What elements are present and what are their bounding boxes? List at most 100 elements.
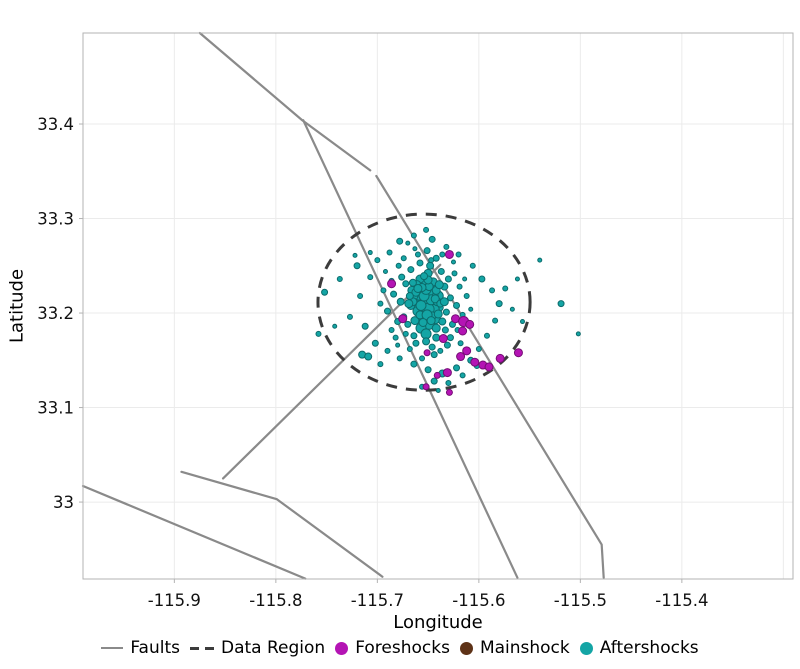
- aftershocks-point: [423, 226, 430, 233]
- foreshocks-points: [387, 249, 523, 396]
- aftershocks-point: [410, 316, 420, 326]
- aftershocks-point: [396, 297, 405, 306]
- y-tick-label: 33: [53, 493, 74, 512]
- aftershocks-point: [437, 347, 444, 354]
- aftershocks-point: [420, 272, 429, 281]
- foreshocks-point: [456, 352, 466, 362]
- aftershocks-point: [463, 293, 470, 300]
- aftershocks-point: [457, 340, 464, 347]
- aftershocks-point: [495, 300, 503, 308]
- aftershocks-point: [384, 347, 391, 354]
- aftershocks-point: [478, 275, 486, 283]
- aftershocks-point: [433, 309, 443, 319]
- aftershocks-point: [514, 276, 520, 282]
- aftershocks-point: [353, 262, 361, 270]
- aftershocks-point: [492, 317, 499, 324]
- aftershocks-point: [382, 268, 388, 274]
- legend-item-data-region: Data Region: [190, 638, 325, 658]
- scatter-plot-canvas: -115.9 -115.8 -115.7 -115.6 -115.5 -115.4 33 33…: [37, 31, 794, 610]
- aftershocks-point: [377, 361, 384, 368]
- aftershocks-point: [468, 306, 474, 312]
- aftershocks-point: [416, 259, 424, 267]
- aftershocks-point: [444, 275, 452, 283]
- aftershocks-point: [469, 262, 476, 269]
- aftershocks-point: [434, 280, 444, 290]
- aftershocks-point: [357, 293, 364, 300]
- legend-swatch-2: [335, 641, 349, 655]
- aftershocks-point: [420, 328, 432, 340]
- aftershocks-point: [371, 339, 379, 347]
- aftershocks-point: [437, 267, 445, 275]
- aftershocks-point: [321, 288, 329, 296]
- aftershocks-point: [380, 287, 387, 294]
- x-tick-label: -115.8: [249, 591, 302, 610]
- aftershocks-point: [424, 366, 432, 374]
- aftershocks-point: [575, 331, 581, 337]
- aftershocks-point: [502, 285, 509, 292]
- aftershocks-point: [405, 292, 414, 301]
- aftershocks-point: [459, 372, 466, 379]
- foreshocks-point: [444, 249, 454, 259]
- foreshocks-point: [513, 348, 523, 358]
- aftershocks-point: [450, 259, 456, 265]
- aftershocks-point: [390, 290, 398, 298]
- foreshocks-point: [442, 368, 452, 378]
- aftershocks-point: [435, 388, 441, 394]
- foreshocks-point: [465, 319, 475, 329]
- foreshocks-point: [458, 326, 468, 336]
- aftershocks-point: [410, 332, 418, 340]
- aftershocks-point: [432, 333, 441, 342]
- foreshocks-point: [438, 334, 448, 344]
- foreshocks-point: [462, 346, 472, 356]
- aftershocks-point: [428, 257, 435, 264]
- aftershocks-point: [423, 247, 431, 255]
- aftershocks-point: [426, 261, 435, 270]
- aftershocks-point: [430, 377, 438, 385]
- aftershocks-point: [412, 339, 420, 347]
- aftershocks-point: [537, 257, 543, 263]
- aftershocks-point: [406, 345, 413, 352]
- aftershocks-point: [402, 330, 409, 337]
- x-tick-label: -115.9: [148, 591, 201, 610]
- aftershocks-point: [315, 330, 322, 337]
- aftershocks-point: [489, 287, 496, 294]
- aftershocks-point: [388, 327, 395, 334]
- aftershocks-point: [367, 250, 373, 256]
- foreshocks-point: [445, 388, 453, 396]
- aftershocks-point: [410, 232, 417, 239]
- legend-label-aftershocks: Aftershocks: [599, 638, 699, 658]
- foreshocks-point: [398, 314, 408, 324]
- aftershocks-point: [428, 343, 436, 351]
- aftershocks-point: [428, 235, 436, 243]
- aftershocks-point: [451, 270, 458, 277]
- legend-swatch-0: [101, 646, 124, 650]
- aftershocks-point: [396, 355, 403, 362]
- aftershocks-point: [332, 323, 338, 329]
- legend-item-aftershocks: Aftershocks: [579, 638, 699, 658]
- plot-border: [82, 32, 794, 580]
- aftershocks-point: [384, 307, 392, 315]
- aftershocks-point: [475, 345, 482, 352]
- legend-label-foreshocks: Foreshocks: [355, 638, 450, 658]
- legend-item-foreshocks: Foreshocks: [335, 638, 450, 658]
- legend: Faults Data Region Foreshocks Mainshock …: [0, 638, 800, 658]
- aftershocks-point: [398, 273, 406, 281]
- aftershocks-point: [407, 266, 415, 274]
- aftershocks-point: [557, 300, 565, 308]
- foreshocks-point: [422, 383, 430, 391]
- aftershocks-point: [519, 319, 525, 325]
- aftershocks-point: [453, 301, 461, 309]
- aftershocks-point: [352, 252, 358, 258]
- foreshocks-point: [484, 362, 494, 372]
- foreshocks-point: [423, 349, 431, 357]
- y-tick-label: 33.2: [37, 304, 74, 323]
- aftershocks-point: [404, 320, 412, 328]
- aftershocks-point: [377, 300, 384, 307]
- aftershocks-point: [446, 334, 454, 342]
- aftershocks-point: [439, 297, 449, 307]
- aftershocks-point: [483, 332, 490, 339]
- y-axis-title: Latitude: [6, 268, 28, 344]
- aftershocks-point: [374, 257, 381, 264]
- y-tick-label: 33.3: [37, 210, 74, 229]
- aftershocks-point: [395, 342, 401, 348]
